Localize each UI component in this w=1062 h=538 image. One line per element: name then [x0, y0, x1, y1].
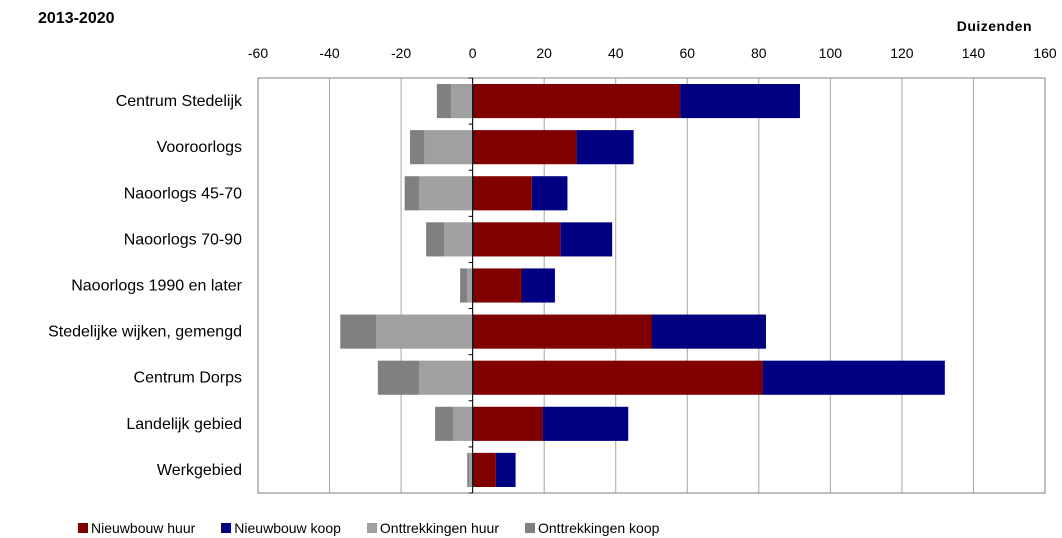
- category-label: Vooroorlogs: [157, 139, 242, 156]
- bar-nieuwbouw-koop: [576, 130, 634, 165]
- bar-nieuwbouw-koop: [495, 452, 516, 488]
- bar-onttrekkingen-huur: [376, 314, 473, 349]
- legend-swatch: [78, 523, 88, 533]
- chart-title: 2013-2020: [38, 10, 115, 27]
- category-label: Naoorlogs 70-90: [124, 231, 242, 248]
- x-tick-label: -40: [319, 45, 339, 61]
- bar-nieuwbouw-huur: [472, 360, 763, 395]
- legend-swatch: [366, 523, 377, 533]
- bar-nieuwbouw-huur: [472, 452, 496, 488]
- bar-onttrekkingen-huur: [424, 130, 473, 165]
- legend-label: Nieuwbouw koop: [234, 520, 341, 536]
- bar-onttrekkingen-huur: [469, 452, 473, 488]
- category-label: Centrum Stedelijk: [116, 93, 243, 110]
- x-tick-label: 20: [536, 45, 552, 61]
- bar-onttrekkingen-huur: [452, 406, 473, 441]
- legend-item: Nieuwbouw huur: [78, 520, 195, 536]
- legend-item: Onttrekkingen koop: [525, 520, 659, 536]
- category-label: Stedelijke wijken, gemengd: [48, 324, 242, 341]
- bar-onttrekkingen-koop: [410, 130, 425, 165]
- bar-onttrekkingen-huur: [418, 176, 473, 211]
- bar-nieuwbouw-huur: [472, 176, 532, 211]
- category-label: Naoorlogs 1990 en later: [71, 278, 242, 295]
- bar-onttrekkingen-koop: [426, 222, 445, 257]
- bar-onttrekkingen-koop: [404, 176, 419, 211]
- bar-nieuwbouw-huur: [472, 222, 561, 257]
- legend-item: Nieuwbouw koop: [221, 520, 341, 536]
- bar-onttrekkingen-koop: [460, 268, 468, 303]
- bar-onttrekkingen-huur: [451, 83, 473, 119]
- bar-onttrekkingen-koop: [377, 360, 419, 395]
- x-tick-label: 100: [819, 45, 843, 61]
- bar-onttrekkingen-huur: [418, 360, 473, 395]
- bar-nieuwbouw-huur: [472, 314, 652, 349]
- x-tick-label: 60: [679, 45, 695, 61]
- bar-nieuwbouw-huur: [472, 406, 543, 441]
- category-label: Naoorlogs 45-70: [124, 185, 242, 202]
- x-tick-label: 0: [469, 45, 477, 61]
- bar-nieuwbouw-koop: [762, 360, 945, 395]
- bar-nieuwbouw-koop: [560, 222, 613, 257]
- bar-nieuwbouw-huur: [472, 83, 681, 119]
- x-tick-label: 120: [890, 45, 914, 61]
- category-label: Werkgebied: [157, 462, 242, 479]
- bar-onttrekkingen-huur: [467, 268, 473, 303]
- bar-nieuwbouw-huur: [472, 268, 521, 303]
- x-tick-label: -60: [248, 45, 268, 61]
- x-tick-label: 40: [608, 45, 624, 61]
- legend-label: Nieuwbouw huur: [91, 520, 196, 536]
- plot-frame: [257, 77, 1046, 494]
- bar-nieuwbouw-koop: [531, 176, 568, 211]
- bar-nieuwbouw-koop: [520, 268, 555, 303]
- bar-nieuwbouw-huur: [472, 130, 577, 165]
- category-label: Centrum Dorps: [134, 370, 242, 387]
- unit-label: Duizenden: [956, 18, 1032, 34]
- x-tick-label: 80: [751, 45, 767, 61]
- x-tick-label: 140: [962, 45, 986, 61]
- legend: Nieuwbouw huur Nieuwbouw koop Onttrekkinge…: [78, 520, 659, 536]
- bar-onttrekkingen-koop: [467, 452, 470, 488]
- bar-onttrekkingen-koop: [435, 406, 453, 441]
- legend-swatch: [525, 523, 535, 533]
- category-label: Landelijk gebied: [126, 416, 242, 433]
- x-tick-label: -20: [391, 45, 411, 61]
- bar-onttrekkingen-huur: [444, 222, 473, 257]
- legend-item: Onttrekkingen huur: [366, 520, 499, 536]
- bar-nieuwbouw-koop: [680, 83, 800, 119]
- legend-label: Onttrekkingen koop: [538, 520, 660, 536]
- legend-label: Onttrekkingen huur: [379, 520, 499, 536]
- bar-onttrekkingen-koop: [340, 314, 377, 349]
- x-tick-label: 160: [1033, 45, 1057, 61]
- bar-nieuwbouw-koop: [542, 406, 629, 441]
- bar-onttrekkingen-koop: [436, 83, 452, 119]
- bar-nieuwbouw-koop: [651, 314, 766, 349]
- legend-swatch: [221, 523, 232, 533]
